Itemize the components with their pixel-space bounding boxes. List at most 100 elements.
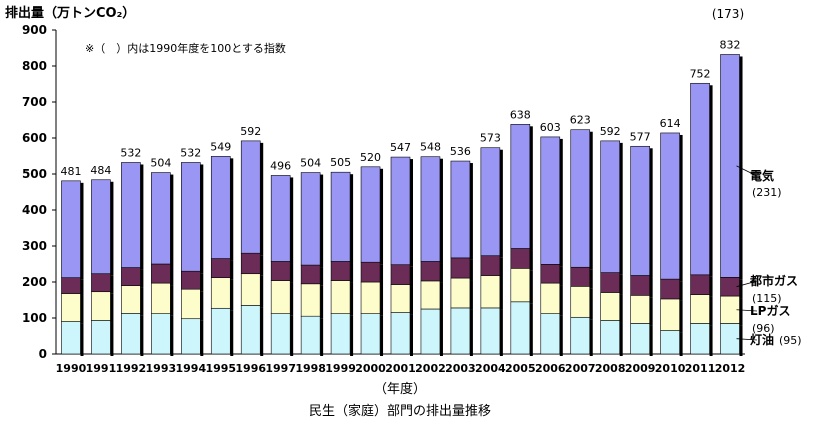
bar-segment-3 bbox=[720, 54, 740, 278]
x-tick-label: 1990 bbox=[56, 362, 87, 375]
y-tick-label: 600 bbox=[22, 131, 47, 145]
bar-shadow bbox=[589, 269, 593, 289]
bar-shadow bbox=[709, 276, 713, 297]
y-tick-label: 800 bbox=[22, 59, 47, 73]
bar-shadow bbox=[80, 323, 84, 356]
bar-segment-3 bbox=[600, 140, 620, 273]
bar-segment-1 bbox=[360, 281, 381, 314]
bar-shadow bbox=[200, 291, 204, 321]
bar-shadow bbox=[589, 131, 593, 270]
bar-total-label: 638 bbox=[510, 108, 531, 121]
bar-total-label: 614 bbox=[660, 117, 681, 130]
bar-segment-2 bbox=[151, 263, 171, 284]
x-tick-label: 2002 bbox=[415, 362, 446, 375]
bar-shadow bbox=[380, 168, 384, 265]
bar-segment-3 bbox=[480, 147, 501, 257]
bar-shadow bbox=[559, 315, 563, 356]
bar-shadow bbox=[709, 296, 713, 326]
bar-shadow bbox=[140, 269, 144, 288]
bar-shadow bbox=[649, 148, 653, 278]
bar-segment-3 bbox=[240, 140, 261, 254]
bar-shadow bbox=[619, 294, 623, 323]
bar-shadow bbox=[260, 142, 264, 256]
bar-shadow bbox=[320, 174, 324, 268]
bar-shadow bbox=[380, 284, 384, 316]
bar-shadow bbox=[469, 259, 473, 281]
bar-total-label: 752 bbox=[690, 67, 711, 80]
bar-shadow bbox=[559, 285, 563, 316]
bar-shadow bbox=[140, 315, 144, 356]
series-label: 灯油 bbox=[750, 332, 774, 347]
bar-segment-1 bbox=[240, 273, 261, 306]
bar-shadow bbox=[559, 138, 563, 267]
x-tick-label: 1999 bbox=[325, 362, 356, 375]
bar-shadow bbox=[140, 287, 144, 316]
bar-segment-1 bbox=[181, 288, 201, 320]
bar-segment-0 bbox=[330, 313, 351, 355]
bar-shadow bbox=[649, 325, 653, 356]
bar-segment-3 bbox=[360, 166, 381, 263]
bar-shadow bbox=[200, 273, 204, 292]
bar-shadow bbox=[559, 266, 563, 286]
bar-shadow bbox=[290, 282, 294, 316]
bar-shadow bbox=[529, 126, 533, 251]
bar-segment-0 bbox=[390, 312, 411, 355]
bar-total-label: 532 bbox=[120, 146, 141, 159]
y-tick-label: 500 bbox=[22, 167, 47, 181]
bar-shadow bbox=[649, 297, 653, 326]
bar-shadow bbox=[320, 318, 324, 356]
bar-shadow bbox=[589, 319, 593, 356]
bar-shadow bbox=[469, 309, 473, 356]
plot-area: 0 100 200 300 400 500 600 700 800 900 481 1990 484 19… bbox=[22, 23, 802, 375]
bar-shadow bbox=[290, 315, 294, 356]
bar-shadow bbox=[439, 282, 443, 311]
bar-segment-2 bbox=[510, 248, 531, 269]
bar-shadow bbox=[709, 85, 713, 277]
x-tick-label: 2003 bbox=[445, 362, 476, 375]
bar-segment-3 bbox=[270, 175, 291, 262]
bar-total-label: 496 bbox=[270, 159, 291, 172]
x-tick-label: 2001 bbox=[385, 362, 416, 375]
bar-shadow bbox=[230, 310, 234, 356]
bar-segment-0 bbox=[450, 307, 471, 355]
bar-shadow bbox=[80, 182, 84, 280]
bar-shadow bbox=[679, 300, 683, 333]
bar-shadow bbox=[589, 288, 593, 320]
bar-shadow bbox=[260, 275, 264, 308]
bar-shadow bbox=[499, 309, 503, 356]
total-index-2012: (173) bbox=[712, 7, 744, 21]
bar-segment-2 bbox=[570, 266, 591, 287]
bar-segment-2 bbox=[480, 255, 501, 276]
series-index: (95) bbox=[779, 334, 802, 347]
bar-segment-1 bbox=[510, 268, 531, 303]
bar-shadow bbox=[260, 307, 264, 356]
bar-shadow bbox=[410, 286, 413, 315]
series-label: 電気 bbox=[750, 168, 774, 183]
bar-shadow bbox=[350, 282, 354, 316]
bar-shadow bbox=[499, 149, 503, 258]
bar-shadow bbox=[410, 159, 413, 267]
bar-shadow bbox=[499, 257, 503, 278]
bar-segment-1 bbox=[121, 285, 141, 314]
x-axis-label: （年度） bbox=[374, 381, 426, 397]
x-tick-label: 1993 bbox=[146, 362, 177, 375]
bar-segment-3 bbox=[121, 162, 141, 268]
bar-segment-1 bbox=[91, 291, 111, 321]
bar-segment-3 bbox=[181, 162, 201, 272]
bar-total-label: 484 bbox=[90, 164, 111, 177]
bar-shadow bbox=[529, 250, 533, 271]
bar-segment-3 bbox=[151, 172, 171, 265]
bar-segment-2 bbox=[330, 261, 351, 281]
bar-segment-0 bbox=[151, 313, 171, 355]
bar-total-label: 549 bbox=[210, 140, 231, 153]
series-label: 都市ガス bbox=[749, 273, 798, 288]
x-tick-label: 2006 bbox=[535, 362, 566, 375]
x-tick-label: 1991 bbox=[86, 362, 117, 375]
bar-segment-2 bbox=[300, 264, 321, 285]
bar-segment-2 bbox=[61, 277, 81, 294]
bar-segment-1 bbox=[61, 293, 81, 322]
bar-segment-2 bbox=[240, 252, 261, 275]
bar-total-label: 603 bbox=[540, 121, 561, 134]
bar-segment-3 bbox=[630, 145, 650, 276]
chart-title: 民生（家庭）部門の排出量推移 bbox=[309, 403, 491, 419]
